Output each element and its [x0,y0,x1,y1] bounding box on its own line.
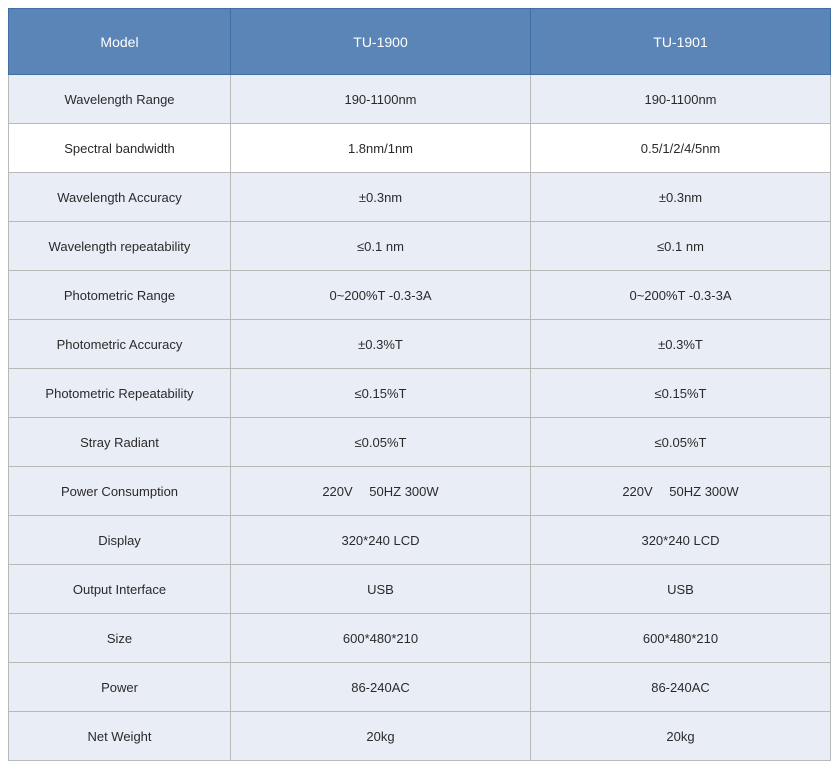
spec-name-cell: Wavelength Accuracy [9,173,231,222]
table-header-row: Model TU-1900 TU-1901 [9,9,831,75]
table-row: Net Weight20kg20kg [9,712,831,761]
column-header-tu1900: TU-1900 [231,9,531,75]
spec-value-cell: ≤0.1 nm [231,222,531,271]
spec-name-cell: Output Interface [9,565,231,614]
spec-value-cell: 320*240 LCD [531,516,831,565]
spec-name-cell: Power Consumption [9,467,231,516]
spec-name-cell: Photometric Repeatability [9,369,231,418]
table-row: Display320*240 LCD320*240 LCD [9,516,831,565]
table-row: Photometric Accuracy±0.3%T±0.3%T [9,320,831,369]
spec-value-cell: 1.8nm/1nm [231,124,531,173]
spec-value-cell: ±0.3nm [531,173,831,222]
spec-value-cell: 86-240AC [531,663,831,712]
table-row: Photometric Repeatability≤0.15%T≤0.15%T [9,369,831,418]
spec-value-cell: 220V 50HZ 300W [231,467,531,516]
table-row: Stray Radiant≤0.05%T≤0.05%T [9,418,831,467]
spec-table: Model TU-1900 TU-1901 Wavelength Range19… [8,8,831,761]
spec-value-cell: 0~200%T -0.3-3A [231,271,531,320]
spec-value-cell: USB [531,565,831,614]
spec-value-cell: ±0.3%T [231,320,531,369]
spec-value-cell: ≤0.05%T [231,418,531,467]
table-row: Photometric Range0~200%T -0.3-3A0~200%T … [9,271,831,320]
column-header-tu1901: TU-1901 [531,9,831,75]
spec-value-cell: 600*480*210 [531,614,831,663]
spec-value-cell: 220V 50HZ 300W [531,467,831,516]
spec-value-cell: 20kg [231,712,531,761]
spec-value-cell: ≤0.15%T [231,369,531,418]
spec-name-cell: Wavelength Range [9,75,231,124]
spec-value-cell: ±0.3%T [531,320,831,369]
table-row: Wavelength Range190-1100nm190-1100nm [9,75,831,124]
table-row: Power86-240AC86-240AC [9,663,831,712]
spec-name-cell: Stray Radiant [9,418,231,467]
spec-name-cell: Power [9,663,231,712]
spec-value-cell: 320*240 LCD [231,516,531,565]
spec-name-cell: Display [9,516,231,565]
table-row: Size600*480*210600*480*210 [9,614,831,663]
spec-value-cell: 86-240AC [231,663,531,712]
table-header: Model TU-1900 TU-1901 [9,9,831,75]
spec-value-cell: 190-1100nm [231,75,531,124]
spec-name-cell: Wavelength repeatability [9,222,231,271]
spec-value-cell: 600*480*210 [231,614,531,663]
spec-value-cell: 20kg [531,712,831,761]
spec-name-cell: Photometric Range [9,271,231,320]
spec-value-cell: ±0.3nm [231,173,531,222]
spec-value-cell: ≤0.15%T [531,369,831,418]
column-header-model: Model [9,9,231,75]
spec-name-cell: Size [9,614,231,663]
spec-name-cell: Photometric Accuracy [9,320,231,369]
table-row: Wavelength Accuracy±0.3nm±0.3nm [9,173,831,222]
table-row: Power Consumption220V 50HZ 300W220V 50HZ… [9,467,831,516]
spec-value-cell: USB [231,565,531,614]
table-row: Spectral bandwidth1.8nm/1nm0.5/1/2/4/5nm [9,124,831,173]
spec-value-cell: ≤0.05%T [531,418,831,467]
table-row: Output InterfaceUSBUSB [9,565,831,614]
spec-value-cell: 0~200%T -0.3-3A [531,271,831,320]
spec-value-cell: 190-1100nm [531,75,831,124]
table-body: Wavelength Range190-1100nm190-1100nmSpec… [9,75,831,761]
spec-name-cell: Net Weight [9,712,231,761]
table-row: Wavelength repeatability≤0.1 nm≤0.1 nm [9,222,831,271]
spec-name-cell: Spectral bandwidth [9,124,231,173]
spec-value-cell: 0.5/1/2/4/5nm [531,124,831,173]
spec-value-cell: ≤0.1 nm [531,222,831,271]
